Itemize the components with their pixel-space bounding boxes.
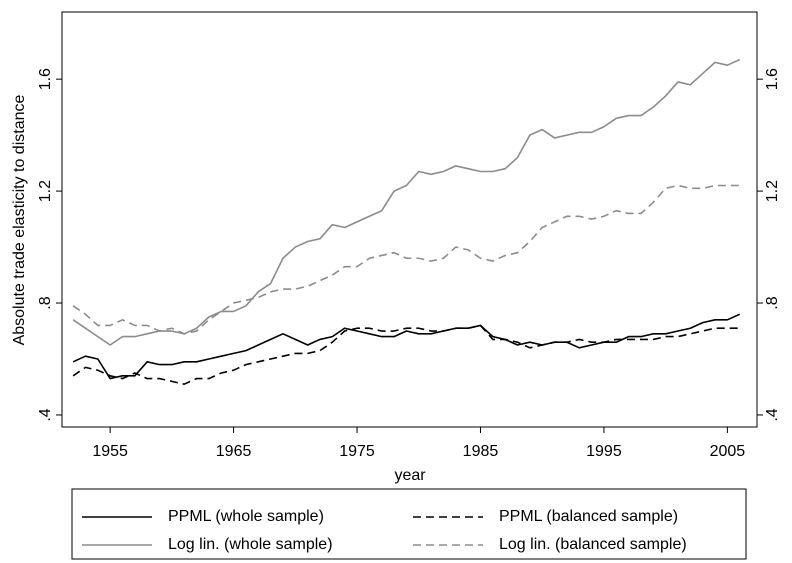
y2-tick-label: .8 bbox=[764, 296, 781, 309]
y2-tick-label: 1.2 bbox=[764, 180, 781, 202]
series-line bbox=[72, 184, 740, 335]
x-tick-label: 1995 bbox=[586, 443, 622, 460]
legend-label: PPML (balanced sample) bbox=[499, 508, 678, 525]
series-line bbox=[72, 324, 740, 385]
x-tick-label: 1955 bbox=[92, 443, 128, 460]
y-tick-label: 1.2 bbox=[37, 180, 54, 202]
x-tick-label: 2005 bbox=[710, 443, 746, 460]
legend-box bbox=[71, 488, 747, 560]
plot-frame bbox=[61, 11, 758, 428]
x-axis-title: year bbox=[394, 467, 426, 484]
legend-label: Log lin. (balanced sample) bbox=[499, 536, 687, 553]
x-tick-label: 1965 bbox=[216, 443, 252, 460]
series-line bbox=[72, 313, 741, 380]
y-axis-title: Absolute trade elasticity to distance bbox=[11, 95, 28, 346]
x-tick-label: 1975 bbox=[339, 443, 375, 460]
legend-label: Log lin. (whole sample) bbox=[168, 536, 333, 553]
y2-tick-label: .4 bbox=[764, 408, 781, 421]
y2-tick-label: 1.6 bbox=[764, 68, 781, 90]
legend-label: PPML (whole sample) bbox=[168, 508, 324, 525]
y-tick-label: .4 bbox=[37, 408, 54, 421]
y-tick-label: 1.6 bbox=[37, 68, 54, 90]
x-tick-label: 1985 bbox=[463, 443, 499, 460]
series-line bbox=[72, 58, 741, 346]
y-tick-label: .8 bbox=[37, 296, 54, 309]
